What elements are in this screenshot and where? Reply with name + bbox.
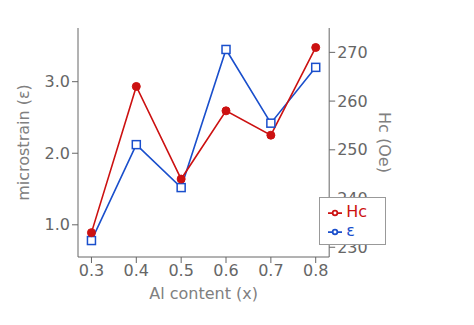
svg-text:0.4: 0.4	[124, 261, 149, 280]
svg-text:240: 240	[337, 189, 368, 208]
svg-text:0.5: 0.5	[168, 261, 193, 280]
svg-text:0.3: 0.3	[79, 261, 104, 280]
svg-text:270: 270	[337, 43, 368, 62]
svg-text:3.0: 3.0	[45, 72, 70, 91]
svg-text:0.8: 0.8	[303, 261, 328, 280]
svg-text:1.0: 1.0	[45, 215, 70, 234]
svg-text:260: 260	[337, 92, 368, 111]
svg-text:230: 230	[337, 238, 368, 257]
svg-text:Al content (x): Al content (x)	[149, 284, 258, 303]
svg-text:0.7: 0.7	[258, 261, 283, 280]
svg-text:2.0: 2.0	[45, 144, 70, 163]
svg-text:0.6: 0.6	[213, 261, 238, 280]
svg-text:250: 250	[337, 140, 368, 159]
svg-text:microstrain (ε): microstrain (ε)	[14, 84, 33, 201]
svg-text:Hc (Oe): Hc (Oe)	[374, 112, 393, 173]
